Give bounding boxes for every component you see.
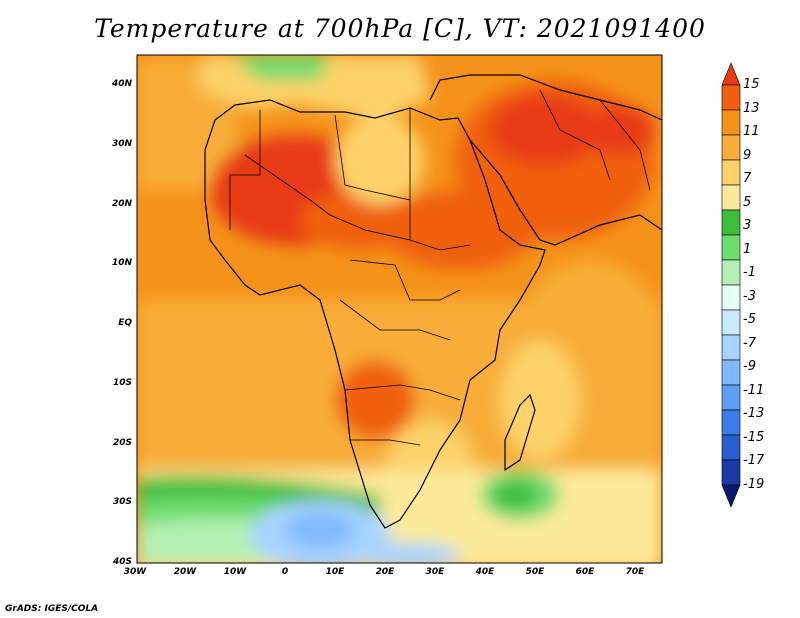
lon-tick-label: 0 [281,567,289,577]
colorbar-swatch [721,259,741,286]
colorbar-swatch [721,434,741,461]
colorbar-swatch [721,359,741,386]
colorbar-label: 15 [743,77,760,92]
colorbar-label: 11 [743,124,760,140]
map-title: Temperature at 700hPa [C], VT: 202109140… [94,14,706,43]
lon-tick-label: 70E [625,567,645,577]
colorbar-label: -15 [743,429,765,445]
temperature-field [137,55,662,563]
lat-tick-label: 10N [111,258,132,269]
lon-tick-label: 30E [425,567,445,577]
colorbar-swatch [721,309,741,336]
colorbar-label: -7 [743,335,756,351]
colorbar-swatch [721,234,741,261]
colorbar-swatch [721,134,741,161]
colorbar-label: -13 [743,406,765,422]
lon-tick-label: 60E [575,567,595,577]
colorbar-label: 7 [743,171,752,187]
colorbar-label: -19 [743,477,765,492]
colorbar-label: 5 [743,194,752,210]
colorbar-label: -11 [743,382,765,398]
colorbar-top-arrow [721,62,741,86]
coastlines [204,74,662,529]
lat-tick-label: 30S [112,497,132,508]
colorbar-label: -5 [743,312,756,328]
colorbar-label: 13 [743,100,760,116]
colorbar-swatch [721,109,741,136]
colorbar-swatch [721,209,741,236]
lat-tick-label: 20S [112,437,132,448]
lat-tick-label: 40S [112,557,132,567]
colorbar-label: -3 [743,288,756,304]
lon-tick-label: 40E [475,567,495,577]
lat-tick-label: 30N [111,138,132,149]
colorbar-bottom-arrow [721,484,741,508]
colorbar-label: -17 [743,453,765,469]
colorbar-swatch [721,409,741,436]
plot-frame [136,54,663,564]
colorbar-label: -1 [743,265,756,281]
colorbar [721,62,741,508]
colorbar-swatch [721,284,741,311]
lon-tick-label: 10W [223,567,247,577]
lat-tick-label: 20N [111,198,132,209]
lon-tick-label: 10E [325,567,345,577]
colorbar-label: 3 [743,218,752,234]
colorbar-label: 9 [743,147,752,163]
lat-tick-label: 10S [112,377,132,388]
colorbar-swatch [721,334,741,361]
credit-text: GrADS: IGES/COLA [5,604,99,614]
colorbar-swatch [721,159,741,186]
lon-tick-label: 50E [525,567,545,577]
colorbar-swatch [721,184,741,211]
lat-tick-label: EQ [118,318,132,328]
lon-tick-label: 20E [375,567,395,577]
lon-tick-label: 30W [123,567,147,577]
colorbar-swatch [721,84,741,111]
colorbar-label: 1 [743,241,752,257]
lat-tick-label: 40N [111,79,132,89]
lon-tick-label: 20W [173,567,197,577]
colorbar-label: -9 [743,359,756,375]
country-borders [229,89,651,446]
colorbar-swatch [721,384,741,411]
colorbar-swatch [721,459,741,486]
